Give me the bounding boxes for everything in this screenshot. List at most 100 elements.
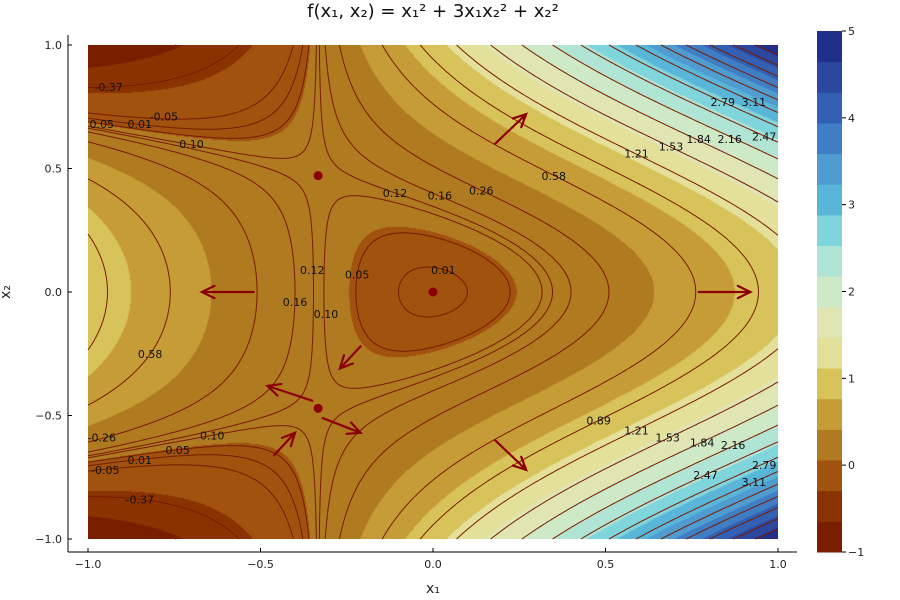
colorbar-tick-label: −1	[848, 546, 864, 559]
contour-label: 1.53	[655, 432, 680, 445]
contour-line	[608, 44, 779, 540]
contour-line	[660, 44, 779, 540]
plot-area: -0.37 -0.05 0.05 0.01 0.10 0.12 0.16 0.26 0.58 1.…	[87, 44, 779, 540]
y-tick-label: −0.5	[35, 410, 62, 423]
colorbar-segment	[817, 122, 842, 155]
colorbar-segment	[817, 490, 842, 522]
colorbar-segment	[817, 184, 842, 216]
contour-line	[709, 44, 779, 540]
colorbar-segment	[817, 398, 842, 430]
contour-label: 3.11	[742, 96, 767, 109]
colorbar-segment	[817, 92, 842, 124]
contour-label: 0.05	[90, 118, 115, 131]
critical-point	[428, 287, 438, 297]
contour-line	[87, 44, 468, 540]
contour-lines	[87, 44, 779, 540]
contour-line	[456, 44, 779, 540]
contour-label: -0.37	[94, 81, 122, 94]
contour-line	[87, 44, 511, 540]
contour-label: 2.79	[711, 96, 736, 109]
critical-point	[313, 403, 323, 413]
contour-line	[755, 44, 779, 540]
contour-line	[87, 44, 697, 540]
contour-line	[521, 44, 779, 540]
contour-label: 0.16	[283, 296, 308, 309]
contour-label: 1.84	[690, 437, 715, 450]
critical-point	[313, 171, 323, 181]
contour-label: -0.05	[150, 111, 178, 124]
colorbar-segment	[817, 337, 842, 369]
gradient-arrow	[199, 284, 255, 300]
contour-label: 0.58	[138, 348, 163, 361]
colorbar-segment	[817, 31, 842, 63]
contour-line	[733, 44, 779, 540]
contour-label: 0.26	[469, 185, 494, 198]
y-tick-label: 1.0	[45, 39, 63, 52]
contour-line	[87, 45, 553, 539]
colorbar-tick-label: 2	[848, 286, 855, 299]
x-tick-label: −1.0	[75, 558, 102, 571]
contour-label: 2.79	[752, 459, 777, 472]
gradient-arrow	[697, 284, 753, 300]
x-tick-label: 0.5	[597, 558, 615, 571]
contour-line	[685, 44, 779, 540]
gradient-arrow	[321, 416, 363, 435]
colorbar-segment	[817, 460, 842, 492]
contour-label: 1.21	[624, 424, 649, 437]
colorbar-segment	[817, 214, 842, 247]
contour-label: 0.16	[428, 190, 453, 203]
contour-label: 0.58	[542, 170, 567, 183]
contour-label: 1.84	[686, 133, 711, 146]
x-axis-label: x₁	[426, 581, 440, 597]
contour-label: -0.26	[88, 432, 116, 445]
colorbar-segment	[817, 521, 842, 553]
colorbar-tick-label: 0	[848, 459, 855, 472]
colorbar-tick-label: 1	[848, 372, 855, 385]
contour-line	[87, 44, 294, 540]
contour-label: 0.01	[128, 454, 153, 467]
contour-label: 0.05	[345, 269, 370, 282]
contour-label: 2.47	[693, 469, 718, 482]
colorbar-segment	[817, 306, 842, 338]
x-axis: −1.0 −0.5 0.0 0.5 1.0	[68, 548, 797, 571]
contour-line	[635, 44, 779, 540]
contour-line	[580, 44, 779, 540]
colorbar-segment	[817, 245, 842, 277]
contour-label: 0.05	[165, 444, 190, 457]
colorbar-tick-label: 5	[848, 25, 855, 38]
contour-label: 2.16	[721, 439, 746, 452]
contour-label: 1.21	[624, 148, 649, 161]
y-tick-label: 0.5	[45, 163, 63, 176]
contour-label: 0.12	[300, 264, 325, 277]
contour-label: 1.53	[659, 140, 684, 153]
contour-labels: -0.37 -0.05 0.05 0.01 0.10 0.12 0.16 0.26 0.58 1.…	[88, 81, 777, 506]
y-axis: −1.0 −0.5 0.0 0.5 1.0	[35, 35, 72, 552]
contour-line	[552, 44, 779, 540]
contour-line	[87, 44, 759, 540]
x-tick-label: −0.5	[247, 558, 274, 571]
y-tick-label: −1.0	[35, 533, 62, 546]
colorbar-segment	[817, 153, 842, 185]
contour-label: -0.05	[91, 464, 119, 477]
contour-label: 0.10	[179, 138, 204, 151]
contour-line	[490, 44, 779, 540]
contour-label: 3.11	[742, 476, 767, 489]
contour-label: 0.10	[314, 308, 339, 321]
contour-line	[87, 44, 240, 540]
colorbar-tick-label: 3	[848, 199, 855, 212]
gradient-arrow	[494, 112, 528, 145]
contour-label: 0.12	[383, 187, 408, 200]
contour-line	[87, 44, 543, 540]
colorbar: −1 0 1 2 3 4 5	[817, 25, 864, 559]
contour-label: 2.47	[752, 130, 777, 143]
contour-label: 0.10	[200, 429, 225, 442]
x-tick-label: 1.0	[769, 558, 787, 571]
gradient-arrow	[273, 430, 297, 457]
contour-label: -0.37	[126, 493, 154, 506]
colorbar-segment	[817, 61, 842, 93]
x-tick-label: 0.0	[424, 558, 442, 571]
contour-label: 2.16	[717, 133, 742, 146]
gradient-arrow	[338, 345, 362, 371]
chart-title: f(x₁, x₂) = x₁² + 3x₁x₂² + x₂²	[307, 1, 559, 22]
